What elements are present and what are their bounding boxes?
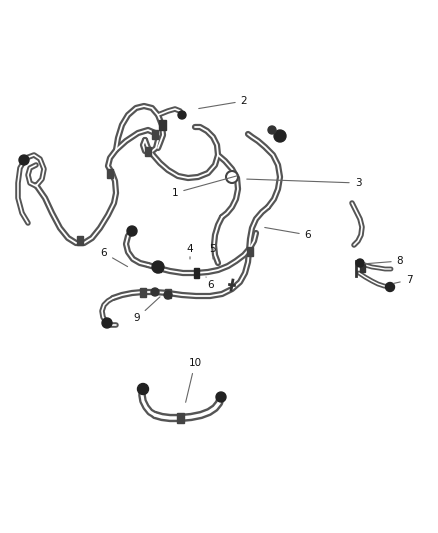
FancyBboxPatch shape [165, 288, 171, 297]
Circle shape [216, 392, 226, 402]
Circle shape [356, 259, 364, 267]
Text: 4: 4 [187, 244, 193, 259]
FancyBboxPatch shape [360, 264, 364, 272]
Circle shape [226, 171, 238, 183]
Circle shape [268, 126, 276, 134]
Text: 2: 2 [199, 96, 247, 109]
Circle shape [274, 130, 286, 142]
Text: 1: 1 [172, 176, 237, 198]
Text: 5: 5 [210, 244, 216, 259]
FancyBboxPatch shape [194, 268, 198, 278]
Circle shape [102, 318, 112, 328]
FancyBboxPatch shape [177, 413, 184, 423]
FancyBboxPatch shape [155, 262, 160, 272]
Circle shape [138, 384, 148, 394]
Circle shape [164, 291, 172, 299]
FancyBboxPatch shape [140, 287, 146, 296]
Text: 3: 3 [247, 178, 361, 188]
FancyBboxPatch shape [159, 120, 166, 130]
Circle shape [127, 226, 137, 236]
FancyBboxPatch shape [145, 147, 151, 156]
Text: 6: 6 [206, 277, 214, 290]
FancyBboxPatch shape [247, 246, 253, 255]
Text: 6: 6 [265, 228, 311, 240]
Text: 8: 8 [365, 256, 403, 266]
FancyBboxPatch shape [77, 236, 83, 245]
Circle shape [178, 111, 186, 119]
Circle shape [152, 261, 164, 273]
Text: 10: 10 [186, 358, 201, 402]
FancyBboxPatch shape [107, 168, 113, 177]
FancyBboxPatch shape [152, 130, 158, 139]
Circle shape [151, 288, 159, 296]
Circle shape [19, 155, 29, 165]
Text: 7: 7 [394, 275, 412, 285]
Text: 9: 9 [134, 297, 160, 323]
Circle shape [385, 282, 395, 292]
Text: 6: 6 [101, 248, 127, 266]
